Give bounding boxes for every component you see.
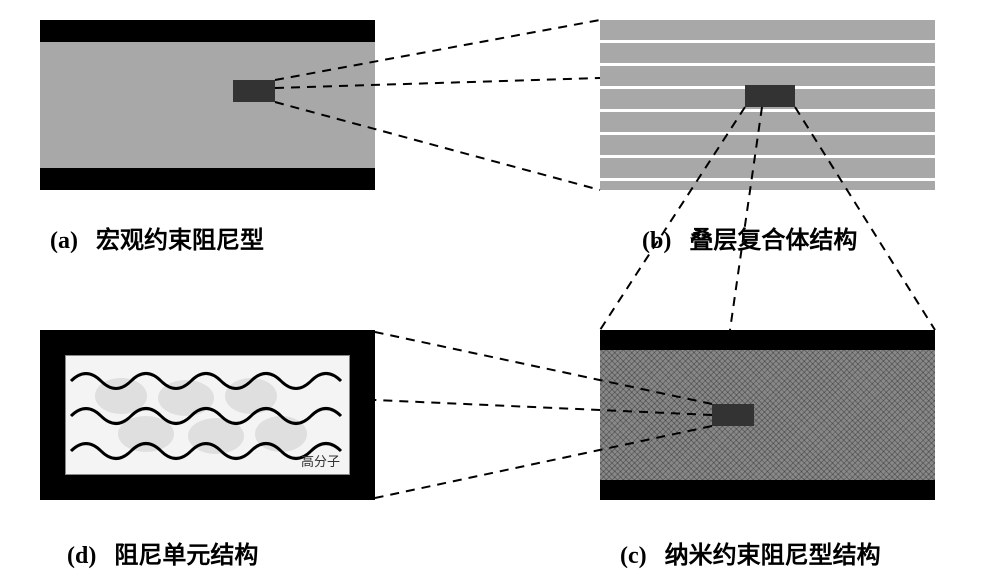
panel-c-core xyxy=(600,350,935,480)
panel-c-zoom-marker xyxy=(712,404,754,426)
caption-c: (c) 纳米约束阻尼型结构 xyxy=(620,535,881,570)
panel-b-zoom-marker xyxy=(745,85,795,107)
panel-a xyxy=(40,20,375,190)
caption-b-prefix: (b) xyxy=(642,228,671,254)
panel-a-top-face xyxy=(40,20,375,42)
caption-d: (d) 阻尼单元结构 xyxy=(67,535,258,570)
panel-b xyxy=(600,20,935,190)
caption-a-text: 宏观约束阻尼型 xyxy=(96,228,264,254)
caption-d-prefix: (d) xyxy=(67,543,96,569)
caption-a: (a) 宏观约束阻尼型 xyxy=(50,220,264,255)
caption-d-text: 阻尼单元结构 xyxy=(114,543,258,569)
panel-a-zoom-marker xyxy=(233,80,275,102)
panel-c xyxy=(600,330,935,500)
panel-a-core xyxy=(40,42,375,168)
caption-b: (b) 叠层复合体结构 xyxy=(642,220,857,255)
caption-b-text: 叠层复合体结构 xyxy=(689,228,857,254)
caption-c-text: 纳米约束阻尼型结构 xyxy=(665,543,881,569)
caption-c-prefix: (c) xyxy=(620,543,647,569)
panel-d-polymer-label: 高分子 xyxy=(301,454,340,469)
panel-a-bottom-face xyxy=(40,168,375,190)
panel-d-microstructure: 高分子 xyxy=(66,356,351,476)
caption-a-prefix: (a) xyxy=(50,228,78,254)
panel-d-micrograph: 高分子 xyxy=(65,355,350,475)
panel-c-bottom-face xyxy=(600,480,935,500)
panel-c-top-face xyxy=(600,330,935,350)
panel-d: 高分子 xyxy=(40,330,375,500)
